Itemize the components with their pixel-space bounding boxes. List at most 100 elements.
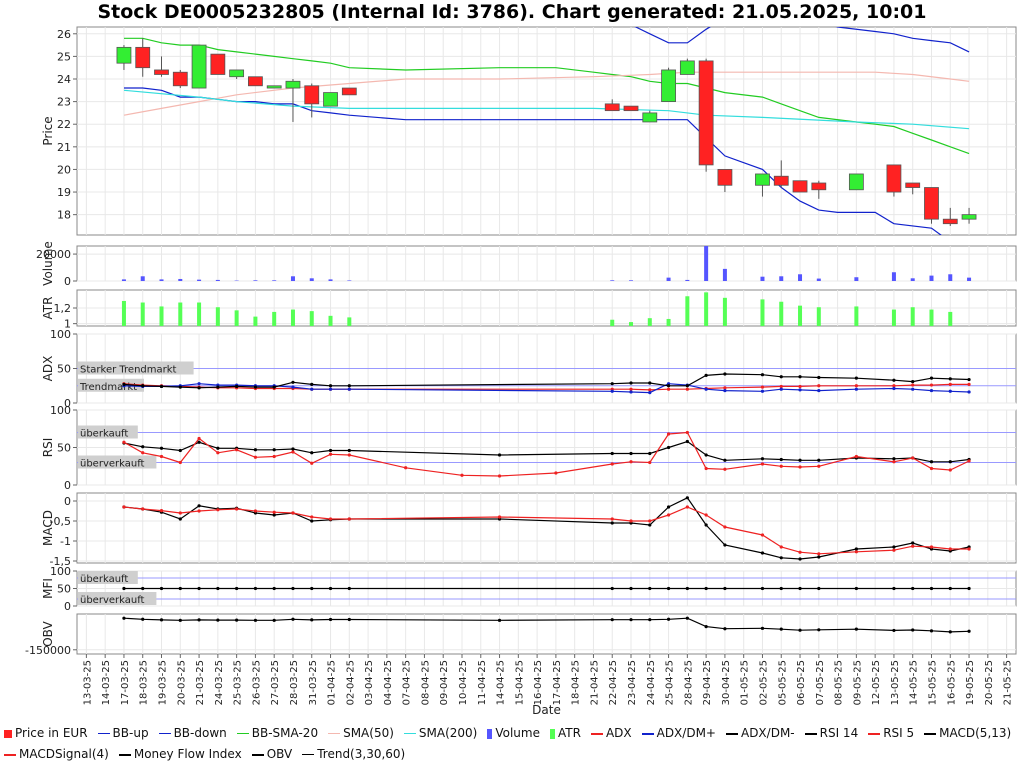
obv-line-point: [197, 618, 201, 622]
obv-line-point: [892, 628, 896, 633]
rsi-5-line-point: [178, 460, 182, 465]
y-tick-label: 50: [57, 442, 71, 455]
x-tick-label: 25-03-25: [233, 660, 244, 705]
y-tick-label: 1,2: [54, 302, 72, 315]
rsi-5-line-point: [798, 465, 802, 469]
rsi-5-line-point: [310, 461, 314, 465]
x-tick-label: 21-03-25: [195, 660, 206, 705]
obv-line-point: [911, 628, 915, 632]
volume-bar: [178, 278, 183, 281]
macdsignal-4--line-point: [328, 517, 333, 521]
obv-line-point: [141, 617, 145, 621]
rsi-5-line-point: [685, 430, 689, 435]
atr-bar: [760, 299, 765, 326]
rsi-14-line-point: [760, 457, 765, 461]
atr-bar: [722, 297, 727, 326]
macdsignal-4--line-point: [685, 505, 689, 509]
atr-bar: [272, 311, 277, 326]
x-tick-label: 30-04-25: [721, 660, 732, 705]
legend-marker-icon: [4, 729, 12, 738]
rsi-5-line-point: [892, 460, 896, 464]
rsi-14-line-point: [685, 439, 689, 444]
rsi-5-line-point: [497, 474, 502, 478]
legend-marker-icon: [4, 753, 16, 756]
reference-label: Starker Trendmarkt: [80, 365, 177, 376]
candle: [755, 173, 770, 186]
x-tick-label: 08-05-25: [834, 660, 845, 705]
atr-bar: [290, 309, 295, 326]
rsi-14-line-point: [197, 440, 201, 444]
legend-label: SMA(200): [418, 726, 478, 740]
legend-item: RSI 5: [868, 726, 914, 740]
macdsignal-4--line-point: [497, 515, 502, 519]
rsi-14-line-point: [666, 445, 671, 450]
adx-dm--line-point: [610, 389, 614, 393]
legend-label: Price in EUR: [15, 726, 88, 740]
adx-line-point: [629, 387, 633, 391]
adx-dm--line-point: [235, 384, 239, 389]
macdsignal-4--line-point: [967, 547, 971, 551]
x-tick-label: 01-05-25: [740, 660, 751, 705]
candle: [942, 218, 958, 225]
legend-marker-icon: [328, 733, 341, 734]
legend-marker-icon: [590, 732, 603, 735]
adx-dm--line-point: [685, 384, 689, 388]
rsi-5-line: [123, 431, 970, 477]
legend-label: MACDSignal(4): [19, 747, 109, 761]
x-tick-label: 25-04-25: [665, 660, 676, 705]
rsi-5-line-point: [929, 466, 934, 471]
adx-dm--line-point: [817, 388, 821, 393]
x-tick-label: 04-04-25: [383, 660, 394, 705]
macd-5-13--line-point: [798, 557, 802, 561]
reference-label-bg: [78, 592, 157, 605]
x-tick-label: 17-03-25: [120, 660, 131, 705]
candle: [135, 46, 151, 69]
adx-line-point: [666, 387, 671, 391]
macd-5-13--line-point: [892, 545, 896, 549]
macd-5-13--line-point: [272, 513, 276, 517]
adx-dm--line-point: [760, 373, 765, 377]
volume-bar: [685, 279, 690, 281]
x-axis: 13-03-25 14-03-25 17-03-25 18-03-25 19-03-25…: [82, 654, 1014, 717]
atr-bar: [159, 306, 164, 326]
rsi-5-line-point: [235, 448, 239, 452]
adx-dm--line-point: [310, 387, 314, 391]
rsi-5-line-point: [666, 432, 671, 436]
candle: [698, 60, 714, 166]
atr-bar: [121, 300, 126, 326]
legend: Price in EUR BB-up BB-down BB-SMA-20 SMA(50)…: [0, 726, 1024, 768]
reference-label: überverkauft: [80, 459, 145, 470]
rsi-14-line-point: [291, 447, 295, 451]
legend-label: RSI 14: [819, 726, 859, 740]
legend-item: MACDSignal(4): [4, 747, 109, 761]
x-tick-label: 18-04-25: [571, 660, 582, 705]
y-tick-label: 23: [57, 96, 71, 109]
y-tick-label: 100: [50, 404, 71, 417]
money-flow-index-line-point: [159, 586, 164, 591]
atr-bar: [929, 309, 934, 326]
chart-title: Stock DE0005232805 (Internal Id: 3786). …: [97, 1, 927, 23]
money-flow-index-line-point: [666, 586, 671, 591]
price-lines: [123, 27, 970, 235]
macdsignal-4--line-point: [892, 548, 896, 552]
rsi-14-line-point: [723, 458, 727, 462]
adx-dm--line-point: [328, 387, 333, 391]
candle: [773, 175, 789, 186]
x-tick-label: 24-03-25: [214, 660, 225, 705]
adx-dm--line-point: [967, 377, 971, 382]
adx-line-point: [723, 386, 727, 390]
y-tick-label: -0,5: [50, 515, 71, 528]
x-tick-label: 18-03-25: [139, 660, 150, 705]
y-tick-label: 100: [50, 565, 71, 578]
sma-50--line: [123, 71, 970, 116]
legend-label: Money Flow Index: [133, 747, 242, 761]
legend-marker-icon: [158, 733, 171, 734]
legend-item: ADX: [590, 726, 632, 740]
macdsignal-4--line-point: [948, 547, 952, 551]
money-flow-index-line-point: [178, 586, 182, 591]
obv-axis-label: OBV: [41, 620, 55, 646]
adx-line-point: [798, 384, 802, 389]
legend-marker-icon: [641, 732, 654, 735]
atr-bar: [253, 316, 258, 326]
obv-line-point: [648, 618, 652, 622]
